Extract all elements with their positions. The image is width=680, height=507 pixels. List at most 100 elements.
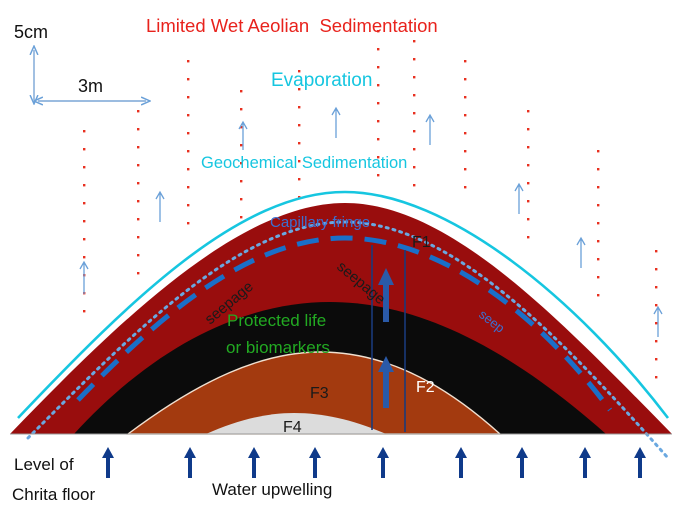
up-arrow-icon [377,447,389,478]
sediment-dot [240,126,243,129]
sediment-dot [413,76,416,79]
sediment-dot [137,272,140,275]
up-arrow-icon [516,447,528,478]
floor-label-line1: Level of [14,455,74,474]
sediment-dot [655,268,658,271]
up-arrow-icon [383,282,389,322]
thin-up-arrow-icon [331,106,341,138]
sediment-dot [464,186,467,189]
sediment-dot [240,108,243,111]
f4-label: F4 [283,419,302,436]
sediment-dot [298,196,301,199]
scale-bars [34,50,146,101]
sediment-dot [377,66,380,69]
up-arrow-icon [455,447,467,478]
sediment-dot [137,182,140,185]
sediment-dot [527,200,530,203]
sediment-dot [298,106,301,109]
sediment-dot [137,146,140,149]
sediment-dot [377,120,380,123]
biomarkers-label: or biomarkers [226,338,330,357]
sediment-dot [655,322,658,325]
sediment-dot [240,144,243,147]
sediment-dot [83,202,86,205]
capillary-fringe-dots [26,220,670,460]
sediment-dot [413,58,416,61]
thin-up-arrow-icon [653,305,663,337]
sediment-dot [655,376,658,379]
sediment-dot [298,70,301,73]
sediment-dot [413,130,416,133]
sediment-dot [464,150,467,153]
f3-label: F3 [310,385,329,402]
sediment-dot [377,102,380,105]
capillary-fringe-label: Capillary fringe [270,214,370,231]
sediment-dot [137,110,140,113]
sediment-dot [137,164,140,167]
sediment-dot [464,78,467,81]
thin-up-arrow-icon [514,182,524,214]
floor-label-line2: Chrita floor [12,485,95,504]
sediment-dot [413,40,416,43]
sediment-dot [527,110,530,113]
sediment-dot [655,250,658,253]
sediment-dot [413,184,416,187]
sediment-dot [187,150,190,153]
sediment-dot [240,90,243,93]
evaporite-crust [17,190,670,419]
up-arrow-icon [383,368,389,408]
sediment-dot [527,146,530,149]
diagram-title: Limited Wet Aeolian Sedimentation [146,15,438,36]
sediment-dot [377,174,380,177]
sediment-dot [464,168,467,171]
water-upwelling-arrows [102,447,646,478]
thin-up-arrow-icon [576,236,586,268]
up-arrow-icon [184,447,196,478]
sediment-dot [597,276,600,279]
sediment-dot [137,200,140,203]
sediment-dot [83,310,86,313]
sediment-dot [187,78,190,81]
sediment-dot [413,166,416,169]
sediment-dot [137,128,140,131]
sediment-dot [83,184,86,187]
sediment-dot [187,204,190,207]
sediment-dot [377,156,380,159]
upwelling-label: Water upwelling [212,480,332,499]
sediment-dot [655,286,658,289]
sediment-dot [83,166,86,169]
sediment-dot [527,236,530,239]
internal-arrows [378,268,394,408]
sediment-dot [655,304,658,307]
sediment-dot [240,162,243,165]
up-arrow-icon [102,447,114,478]
sediment-dot [527,218,530,221]
horizontal-scale-label: 3m [78,76,103,96]
sediment-dot [83,220,86,223]
sediment-dot [187,168,190,171]
up-arrow-icon [634,447,646,478]
sediment-dot [187,132,190,135]
sediment-dot [464,96,467,99]
geochemical-label: Geochemical Sedimentation [201,154,407,172]
sediment-dot [377,84,380,87]
sediment-dot [597,186,600,189]
sediment-dot [464,114,467,117]
sediment-dot [413,112,416,115]
sediment-dot [187,222,190,225]
thin-up-arrow-icon [79,260,89,294]
sediment-dot [137,254,140,257]
up-arrow-icon [579,447,591,478]
up-arrow-icon-head [378,268,394,285]
thin-up-arrow-icon [425,113,435,145]
thin-up-arrow-icon [155,190,165,222]
sediment-dot [240,198,243,201]
protected-life-label: Protected life [227,311,326,330]
up-arrow-icon-head [378,356,394,372]
sediment-dot [298,142,301,145]
sediment-dot [413,148,416,151]
f2-label: F2 [416,379,435,396]
evaporation-arrows [79,106,663,337]
sediment-dot [137,218,140,221]
sediment-dot [464,60,467,63]
